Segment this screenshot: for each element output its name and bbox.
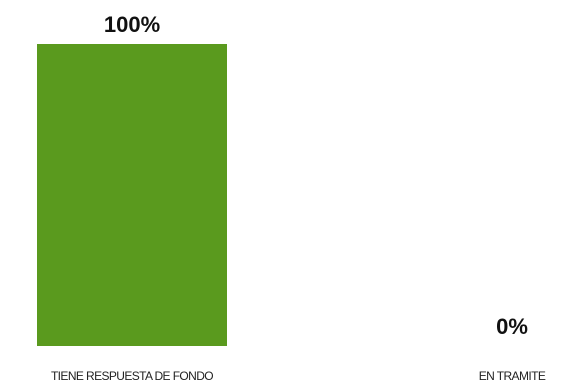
category-label-0: TIENE RESPUESTA DE FONDO (51, 369, 213, 383)
bar-0 (37, 44, 227, 346)
value-label-0: 100% (104, 12, 160, 37)
value-label-1: 0% (496, 314, 528, 339)
category-label-1: EN TRAMITE (479, 369, 546, 383)
